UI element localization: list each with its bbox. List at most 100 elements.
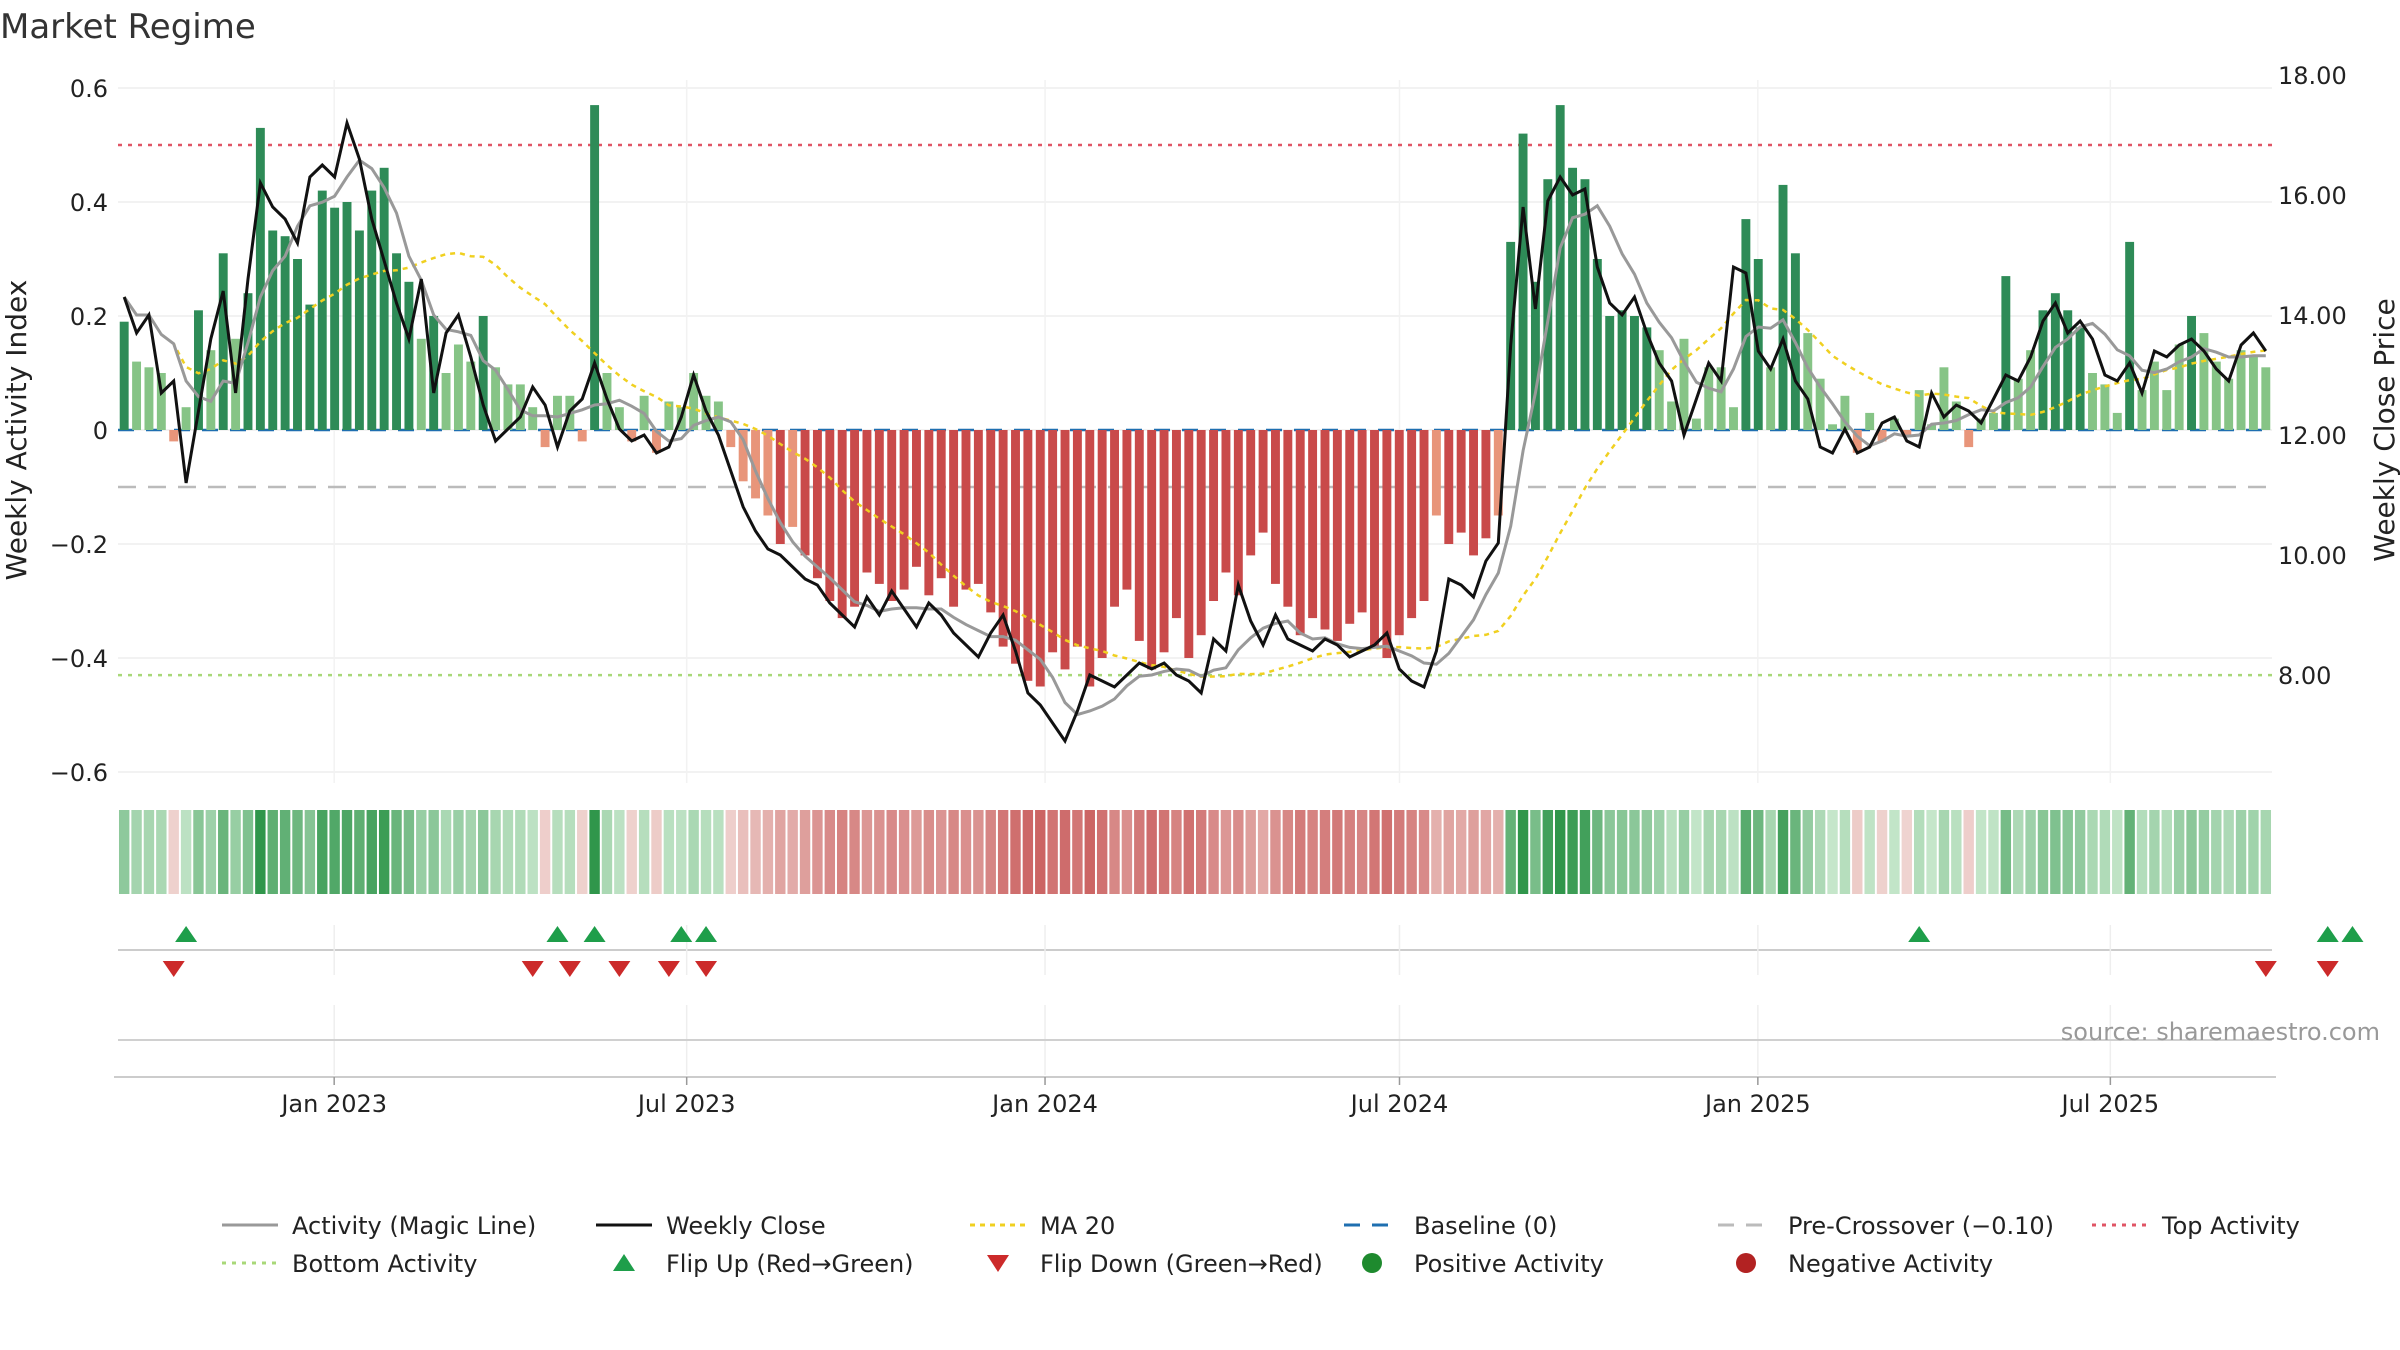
regime-cell bbox=[1480, 810, 1492, 894]
activity-bar bbox=[1419, 430, 1429, 601]
activity-bar bbox=[1691, 418, 1701, 430]
regime-cell bbox=[1666, 810, 1677, 894]
activity-bar bbox=[1592, 259, 1602, 430]
regime-cell bbox=[2062, 810, 2073, 894]
activity-bar bbox=[1580, 179, 1590, 430]
regime-cell bbox=[168, 810, 179, 894]
regime-cell bbox=[1629, 810, 1640, 894]
ma20-line bbox=[123, 251, 2266, 679]
flip-up-marker bbox=[1908, 926, 1931, 942]
activity-bar bbox=[2137, 390, 2147, 430]
activity-bar bbox=[144, 367, 154, 430]
regime-cell bbox=[1072, 810, 1083, 894]
activity-bar bbox=[503, 384, 513, 430]
x-tick-label: Jan 2023 bbox=[279, 1090, 387, 1118]
regime-cell bbox=[304, 810, 316, 894]
activity-bar bbox=[181, 407, 191, 430]
reference-lines bbox=[118, 143, 2272, 677]
activity-bar bbox=[1407, 430, 1417, 619]
regime-cell bbox=[1195, 810, 1207, 894]
regime-cell bbox=[2173, 810, 2185, 894]
legend-item: Top Activity bbox=[2092, 1212, 2300, 1240]
left-tick-label: 0.4 bbox=[70, 189, 108, 217]
activity-bar bbox=[1370, 430, 1379, 647]
activity-bar bbox=[2038, 310, 2048, 430]
regime-cell bbox=[2112, 810, 2123, 894]
regime-cell bbox=[874, 810, 885, 894]
regime-cell bbox=[317, 810, 328, 894]
legend-label: Bottom Activity bbox=[292, 1250, 477, 1278]
regime-cell bbox=[676, 810, 687, 894]
legend-item: MA 20 bbox=[970, 1212, 1115, 1240]
regime-cell bbox=[1381, 810, 1393, 894]
activity-bar bbox=[1889, 418, 1899, 430]
bottom-panel bbox=[118, 1005, 2272, 1075]
regime-cell bbox=[1406, 810, 1417, 894]
regime-cell bbox=[1530, 810, 1541, 894]
regime-cell bbox=[1455, 810, 1467, 894]
activity-bar bbox=[1345, 430, 1355, 624]
left-tick-label: 0.6 bbox=[70, 75, 108, 103]
x-tick-label: Jan 2024 bbox=[990, 1090, 1098, 1118]
regime-cell bbox=[997, 810, 1009, 894]
x-tick-label: Jan 2025 bbox=[1703, 1090, 1811, 1118]
flip-up-marker bbox=[670, 926, 693, 942]
activity-bar bbox=[404, 281, 414, 430]
regime-cell bbox=[973, 810, 984, 894]
activity-bar bbox=[874, 430, 884, 584]
regime-cell bbox=[502, 810, 514, 894]
x-tick-label: Jul 2023 bbox=[636, 1090, 736, 1118]
regime-cell bbox=[1913, 810, 1925, 894]
activity-bar bbox=[1927, 424, 1937, 430]
activity-bar bbox=[1654, 350, 1664, 430]
regime-heat-strip bbox=[118, 810, 2272, 894]
activity-bar bbox=[1741, 219, 1751, 430]
legend-label: Top Activity bbox=[2161, 1212, 2300, 1240]
red-dot-icon bbox=[1736, 1253, 1756, 1273]
x-axis: Jan 2023 Jul 2023 Jan 2024 Jul 2024 Jan 2025… bbox=[114, 1076, 2276, 1118]
source-note: source: sharemaestro.com bbox=[2061, 1018, 2380, 1046]
left-tick-label: −0.6 bbox=[50, 759, 108, 787]
activity-bar bbox=[1667, 401, 1677, 430]
activity-bar bbox=[1630, 316, 1639, 430]
activity-bar bbox=[1568, 167, 1578, 431]
activity-bar bbox=[342, 202, 352, 430]
legend-label: Flip Down (Green→Red) bbox=[1040, 1250, 1323, 1278]
activity-bar bbox=[1382, 430, 1392, 658]
activity-bar bbox=[2211, 361, 2221, 430]
regime-cell bbox=[378, 810, 390, 894]
activity-bar bbox=[577, 430, 587, 442]
activity-bar bbox=[627, 430, 637, 442]
activity-bar bbox=[255, 127, 265, 431]
legend-label: Negative Activity bbox=[1788, 1250, 1993, 1278]
flip-down-marker bbox=[608, 961, 631, 977]
activity-bar bbox=[169, 430, 179, 442]
right-axis: 18.00 16.00 14.00 12.00 10.00 8.00 bbox=[2278, 62, 2347, 690]
flip-down-marker bbox=[695, 961, 718, 977]
regime-cell bbox=[601, 810, 613, 894]
regime-cell bbox=[911, 810, 922, 894]
flip-down-marker bbox=[162, 961, 185, 977]
activity-bar bbox=[2149, 361, 2159, 430]
regime-cell bbox=[1096, 810, 1108, 894]
activity-bar bbox=[1283, 430, 1293, 607]
regime-cell bbox=[366, 810, 377, 894]
regime-cell bbox=[1084, 810, 1095, 894]
x-tick-label: Jul 2025 bbox=[2060, 1090, 2160, 1118]
regime-cell bbox=[985, 810, 996, 894]
activity-bar bbox=[2162, 390, 2172, 430]
regime-cell bbox=[1171, 810, 1182, 894]
activity-bar bbox=[998, 430, 1008, 647]
legend-label: Pre-Crossover (−0.10) bbox=[1788, 1212, 2054, 1240]
activity-bar bbox=[119, 321, 129, 430]
regime-cell bbox=[1121, 810, 1133, 894]
regime-cell bbox=[1394, 810, 1405, 894]
right-axis-label: Weekly Close Price bbox=[2368, 298, 2400, 561]
regime-cell bbox=[465, 810, 477, 894]
regime-cell bbox=[2099, 810, 2111, 894]
right-tick-label: 10.00 bbox=[2278, 542, 2347, 570]
activity-bar bbox=[156, 373, 166, 430]
activity-bar bbox=[924, 430, 934, 596]
activity-bar bbox=[837, 430, 847, 619]
